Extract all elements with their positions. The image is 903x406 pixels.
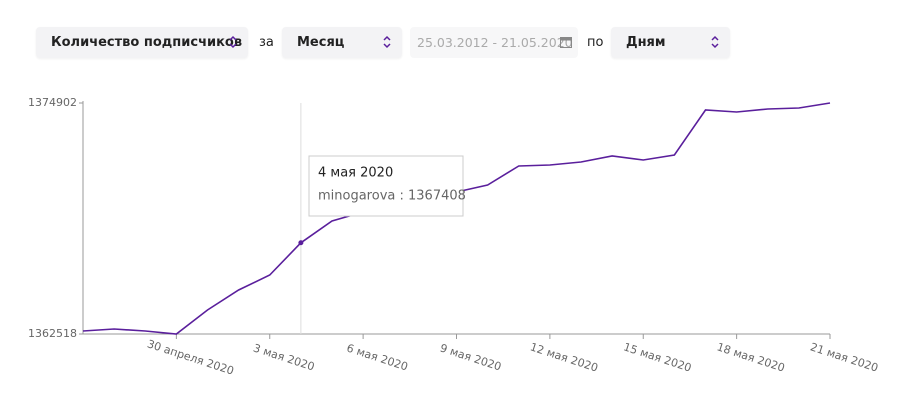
- for-label: за: [259, 35, 274, 50]
- period-select[interactable]: Месяц: [282, 27, 402, 58]
- granularity-label: Дням: [626, 35, 666, 50]
- calendar-icon: [560, 37, 572, 48]
- x-tick-label: 12 мая 2020: [528, 340, 599, 374]
- tooltip-box: [308, 155, 464, 217]
- x-tick-label: 30 апреля 2020: [146, 337, 236, 377]
- date-range-label: 25.03.2012 - 21.05.2020: [417, 35, 573, 50]
- x-tick-label: 21 мая 2020: [809, 340, 880, 374]
- chevron: [229, 35, 237, 49]
- chevron: [711, 35, 719, 49]
- toolbar: Количество подписчиков за Месяц 25.03.20…: [0, 0, 903, 80]
- hover-point: [298, 240, 304, 246]
- x-tick-label: 6 мая 2020: [345, 342, 410, 374]
- tooltip-text: minogarova : 1367408: [318, 189, 466, 204]
- x-tick-label: 9 мая 2020: [438, 342, 503, 374]
- line: [82, 102, 831, 335]
- metric-label: Количество подписчиков: [51, 35, 243, 50]
- tooltip-title: 4 мая 2020: [318, 166, 393, 181]
- granularity-select[interactable]: Дням: [611, 27, 730, 58]
- tooltip: 4 мая 2020 minogarova : 1367408: [308, 155, 466, 217]
- x-tick-label: 18 мая 2020: [715, 340, 786, 374]
- chevron: [383, 35, 391, 49]
- date-range[interactable]: 25.03.2012 - 21.05.2020: [410, 27, 578, 58]
- period-label: Месяц: [297, 35, 345, 50]
- y-tick-label: 1374902: [28, 96, 77, 109]
- by-label: по: [587, 35, 604, 50]
- x-tick-label: 15 мая 2020: [622, 340, 693, 374]
- x-tick-label: 3 мая 2020: [252, 342, 317, 374]
- metric-select[interactable]: Количество подписчиков: [36, 27, 248, 58]
- y-tick-label: 1362518: [28, 327, 77, 340]
